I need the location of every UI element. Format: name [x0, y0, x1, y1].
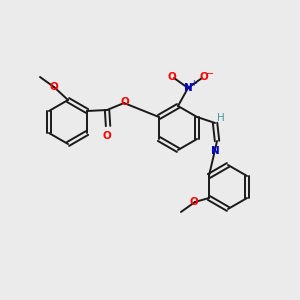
Text: O: O: [168, 72, 176, 82]
Text: −: −: [206, 69, 214, 79]
Text: O: O: [121, 97, 129, 107]
Text: N: N: [184, 83, 192, 93]
Text: +: +: [190, 80, 196, 88]
Text: N: N: [211, 146, 219, 156]
Text: O: O: [200, 72, 208, 82]
Text: O: O: [50, 82, 58, 92]
Text: O: O: [103, 131, 111, 141]
Text: H: H: [217, 113, 225, 123]
Text: O: O: [190, 197, 198, 207]
